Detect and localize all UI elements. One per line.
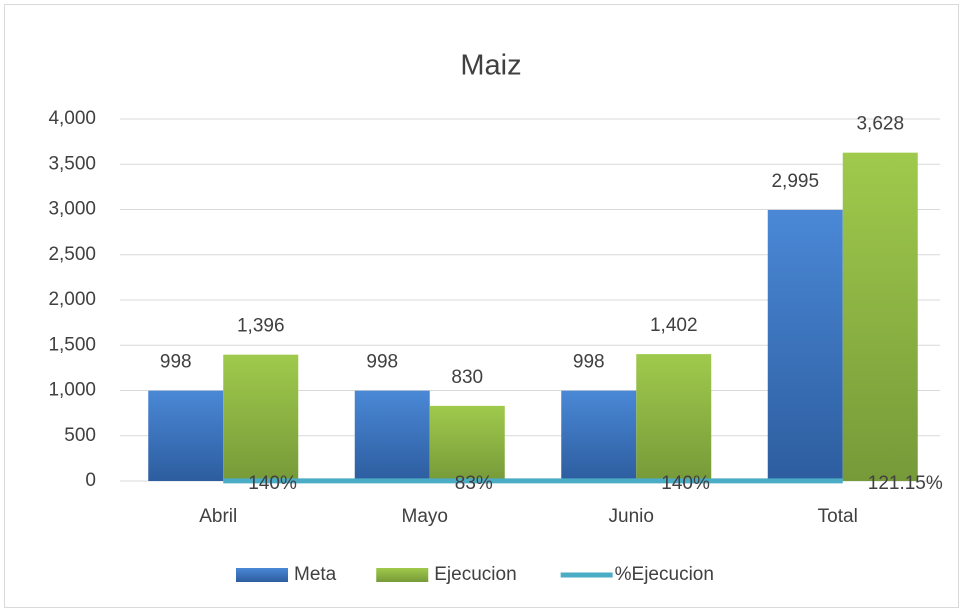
bar xyxy=(561,390,637,481)
bar xyxy=(636,354,712,481)
chart-title: Maiz xyxy=(460,50,521,82)
x-tick-label: Mayo xyxy=(402,506,448,527)
legend-label: Meta xyxy=(294,564,337,585)
y-tick-label: 2,500 xyxy=(48,244,96,265)
data-label: 140% xyxy=(248,473,297,494)
data-label: 121.15% xyxy=(868,473,943,494)
data-label: 830 xyxy=(451,367,483,388)
y-tick-label: 1,000 xyxy=(48,380,96,401)
bar xyxy=(148,390,224,481)
y-tick-label: 500 xyxy=(64,425,96,446)
y-tick-label: 2,000 xyxy=(48,289,96,310)
y-tick-label: 1,500 xyxy=(48,334,96,355)
legend-label: Ejecucion xyxy=(434,564,516,585)
bar xyxy=(767,209,843,481)
data-label: 3,628 xyxy=(856,114,904,135)
legend-swatch xyxy=(376,568,429,582)
data-label: 998 xyxy=(366,352,398,373)
bar xyxy=(223,354,299,481)
legend-label: %Ejecucion xyxy=(615,564,714,585)
data-label: 140% xyxy=(661,473,710,494)
bar xyxy=(354,390,430,481)
legend-swatch xyxy=(236,568,288,582)
data-label: 83% xyxy=(455,473,493,494)
data-label: 2,995 xyxy=(771,171,819,192)
x-tick-label: Junio xyxy=(609,506,654,527)
y-tick-label: 0 xyxy=(85,470,96,491)
bar xyxy=(429,405,505,481)
data-label: 998 xyxy=(160,352,192,373)
y-tick-label: 4,000 xyxy=(48,108,96,129)
y-tick-label: 3,000 xyxy=(48,199,96,220)
data-label: 1,402 xyxy=(650,315,698,336)
data-label: 1,396 xyxy=(237,316,285,337)
data-label: 998 xyxy=(573,352,605,373)
bar xyxy=(842,152,918,481)
x-tick-label: Total xyxy=(818,506,858,527)
y-tick-label: 3,500 xyxy=(48,153,96,174)
x-tick-label: Abril xyxy=(199,506,237,527)
